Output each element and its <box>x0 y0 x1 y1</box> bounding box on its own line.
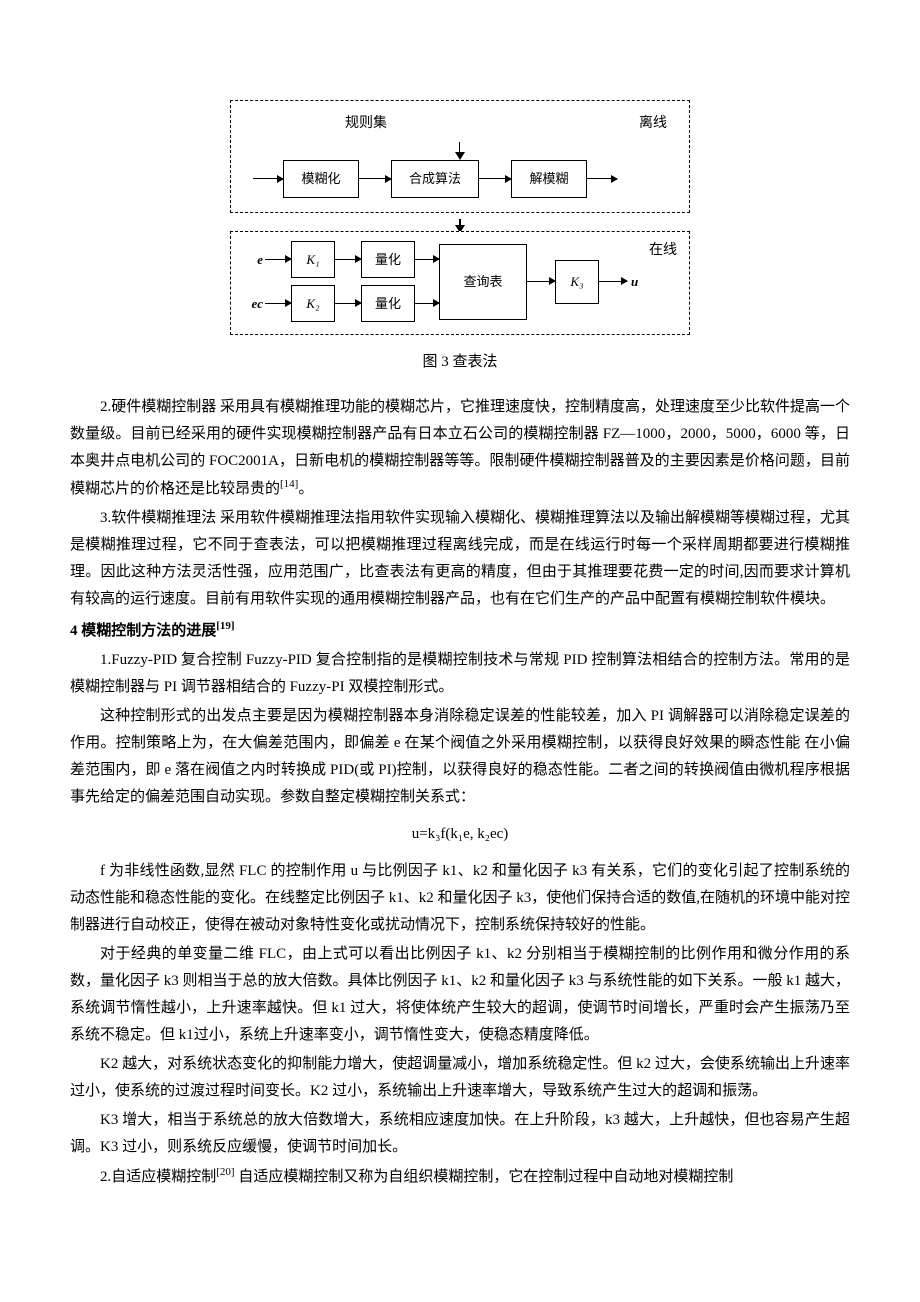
output-u-label: u <box>627 270 649 293</box>
offline-box: 规则集 离线 模糊化 合成算法 解模糊 <box>230 100 690 213</box>
k3-node: K₃ <box>555 260 599 304</box>
arrow-icon <box>415 303 439 304</box>
arrow-icon <box>527 281 555 282</box>
arrow-icon <box>335 259 361 260</box>
page-body: 规则集 离线 模糊化 合成算法 解模糊 在线 <box>0 0 920 1233</box>
quant1-node: 量化 <box>361 241 415 278</box>
online-label: 在线 <box>649 238 677 263</box>
arrow-icon <box>359 178 391 179</box>
arrow-icon <box>265 303 291 304</box>
synth-node: 合成算法 <box>391 160 479 197</box>
defuzz-node: 解模糊 <box>511 160 587 197</box>
figure-3-diagram: 规则集 离线 模糊化 合成算法 解模糊 在线 <box>230 100 690 335</box>
arrow-icon <box>335 303 361 304</box>
para-software: 3.软件模糊推理法 采用软件模糊推理法指用软件实现输入模糊化、模糊推理算法以及输… <box>70 505 850 613</box>
online-box: 在线 e K₁ 量化 查询表 K₃ u ec K₂ 量化 <box>230 231 690 335</box>
para1-text: 2.硬件模糊控制器 采用具有模糊推理功能的模糊芯片，它推理速度快，控制精度高，处… <box>70 399 850 497</box>
para-k3: K3 增大，相当于系统总的放大倍数增大，系统相应速度加快。在上升阶段，k3 越大… <box>70 1107 850 1161</box>
para-k2: K2 越大，对系统状态变化的抑制能力增大，使超调量减小，增加系统稳定性。但 k2… <box>70 1051 850 1105</box>
lookup-node: 查询表 <box>439 244 527 320</box>
para-f-nonlinear: f 为非线性函数,显然 FLC 的控制作用 u 与比例因子 k1、k2 和量化因… <box>70 858 850 939</box>
quant2-node: 量化 <box>361 285 415 322</box>
para-fuzzy-pid-1: 1.Fuzzy-PID 复合控制 Fuzzy-PID 复合控制指的是模糊控制技术… <box>70 647 850 701</box>
section4-title: 4 模糊控制方法的进展 <box>70 623 216 639</box>
rule-down-arrow-icon <box>455 152 465 160</box>
arrow-icon <box>415 259 439 260</box>
ref-20: [20] <box>216 1166 234 1178</box>
arrow-icon <box>253 178 283 179</box>
arrow-icon <box>599 281 627 282</box>
offline-labels: 规则集 离线 <box>245 111 675 142</box>
fuzzify-node: 模糊化 <box>283 160 359 197</box>
offline-row: 模糊化 合成算法 解模糊 <box>253 160 675 197</box>
section-4-heading: 4 模糊控制方法的进展[19] <box>70 617 850 645</box>
para9-a: 2.自适应模糊控制 <box>100 1169 216 1185</box>
arrow-icon <box>265 259 291 260</box>
ref-19: [19] <box>216 620 234 632</box>
rule-set-label: 规则集 <box>345 111 387 136</box>
offline-label: 离线 <box>639 111 667 136</box>
k1-node: K₁ <box>291 241 335 278</box>
arrow-icon <box>479 178 511 179</box>
arrow-icon <box>587 178 617 179</box>
formula-u: u=k₃f(k₁e, k₂ec) <box>70 821 850 848</box>
figure-caption: 图 3 查表法 <box>70 349 850 376</box>
input-ec-label: ec <box>245 292 263 315</box>
para-adaptive: 2.自适应模糊控制[20] 自适应模糊控制又称为自组织模糊控制，它在控制过程中自… <box>70 1163 850 1191</box>
online-grid: e K₁ 量化 查询表 K₃ u ec K₂ 量化 <box>245 244 675 320</box>
para-hardware: 2.硬件模糊控制器 采用具有模糊推理功能的模糊芯片，它推理速度快，控制精度高，处… <box>70 394 850 503</box>
para-classic-flc: 对于经典的单变量二维 FLC，由上式可以看出比例因子 k1、k2 分别相当于模糊… <box>70 941 850 1049</box>
k2-node: K₂ <box>291 285 335 322</box>
para-fuzzy-pid-2: 这种控制形式的出发点主要是因为模糊控制器本身消除稳定误差的性能较差，加入 PI … <box>70 703 850 811</box>
ref-14: [14] <box>280 478 298 490</box>
input-e-label: e <box>245 248 263 271</box>
para9-b: 自适应模糊控制又称为自组织模糊控制，它在控制过程中自动地对模糊控制 <box>235 1169 734 1185</box>
para1-end: 。 <box>298 481 313 497</box>
